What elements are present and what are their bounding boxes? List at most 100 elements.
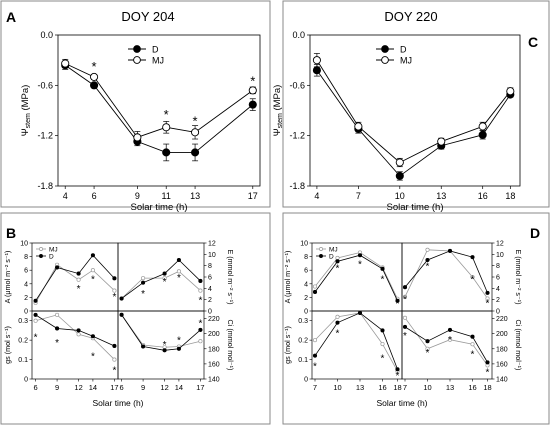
- y-tick-label: 8: [496, 263, 500, 270]
- series-line: [404, 250, 488, 294]
- x-tick-label: 6: [119, 383, 123, 392]
- y-axis-label-unit: (MPa): [20, 85, 31, 114]
- data-point: [90, 72, 99, 81]
- data-point: [55, 326, 60, 331]
- series-mj: [119, 269, 203, 301]
- legend-label: D: [152, 45, 159, 55]
- panel-b-frame: [0, 212, 271, 425]
- significance-star: *: [250, 73, 255, 88]
- subplot-frame: [117, 310, 205, 380]
- subplot-b-a: 0 2 4 6 8 10 A (μmol m⁻² s⁻¹) * * *: [3, 241, 119, 316]
- data-point: [76, 277, 81, 282]
- data-point: [90, 81, 99, 90]
- legend-marker: [133, 56, 141, 64]
- y-axis-label: A (μmol m⁻² s⁻¹): [283, 251, 292, 304]
- data-point: [33, 312, 38, 317]
- x-tick-label: 6: [33, 383, 37, 392]
- y-tick-label: 2: [496, 297, 500, 304]
- x-tick-label: 4: [63, 191, 68, 201]
- series-line: [64, 64, 254, 153]
- series-line: [314, 312, 398, 370]
- data-point: [485, 290, 490, 295]
- data-point: [90, 253, 95, 258]
- y-tick-label: 0: [208, 309, 212, 316]
- series-line: [314, 312, 398, 372]
- data-point: [402, 285, 408, 290]
- x-tick-label: 16: [468, 383, 476, 392]
- data-point: [141, 280, 146, 285]
- y-tick-label: 12: [208, 241, 216, 248]
- data-point: [335, 259, 340, 264]
- significance-star: *: [112, 292, 116, 303]
- data-point: [312, 353, 318, 358]
- significance-star: *: [313, 361, 317, 372]
- data-point: [198, 339, 203, 344]
- y-tick-label: 180: [208, 346, 220, 353]
- significance-star: *: [164, 107, 169, 122]
- data-point: [395, 158, 404, 167]
- plot-a: 0.0 -0.6 -1.2 -1.8 4 6 9 11 13 17 Solar time (h) Ψs…: [20, 30, 261, 213]
- data-point: [425, 247, 430, 252]
- data-point: [425, 346, 430, 351]
- y-tick-label: 6: [208, 275, 212, 282]
- data-point: [425, 257, 430, 263]
- data-point: [55, 265, 60, 270]
- data-point: [437, 137, 446, 146]
- x-tick-label: 13: [190, 191, 200, 201]
- significance-star: *: [198, 318, 202, 329]
- significance-star: *: [77, 284, 81, 295]
- data-point: [76, 328, 81, 333]
- series-line: [35, 314, 115, 360]
- significance-star: *: [112, 365, 116, 376]
- x-tick-label: 11: [162, 191, 171, 201]
- series-d: [402, 248, 490, 295]
- y-axis-label: A (μmol m⁻² s⁻¹): [3, 251, 12, 304]
- subplot-d-e: 0 2 4 6 8 10 12 E (mmol m⁻² s⁻¹) * * * *: [401, 241, 523, 316]
- y-axis-label: gs (mol s⁻¹): [283, 326, 292, 364]
- series-d: [33, 312, 117, 349]
- data-point: [162, 271, 167, 276]
- data-point: [141, 344, 146, 349]
- y-tick-label: 2: [304, 295, 308, 302]
- y-tick-label: 0.0: [292, 30, 305, 40]
- subplot-d-ci: 140 160 180 200 220 Ci (mmol mol⁻¹) 7 10 13 16 18 *…: [401, 310, 523, 392]
- data-point: [447, 337, 453, 342]
- series-d: [402, 324, 490, 365]
- legend-marker: [39, 254, 43, 258]
- data-point: [176, 257, 181, 263]
- series-mj: [33, 312, 117, 362]
- y-tick-label: 200: [496, 331, 508, 338]
- data-point: [335, 320, 340, 325]
- x-tick-label: 7: [356, 191, 361, 201]
- legend-marker: [39, 247, 43, 251]
- series-mj: [33, 262, 117, 305]
- y-tick-label: 140: [496, 377, 508, 384]
- data-point: [76, 332, 81, 337]
- x-tick-label: 18: [505, 191, 515, 201]
- subplot-b-e: 0 2 4 6 8 10 12 E (mmol m⁻² s⁻¹) * * * *: [117, 241, 235, 316]
- data-point: [402, 324, 408, 329]
- y-tick-label: -1.8: [289, 181, 305, 191]
- y-tick-label: 0.3: [18, 318, 28, 325]
- data-point: [76, 271, 81, 276]
- subplot-frame: [117, 242, 205, 312]
- y-tick-label: -0.6: [289, 80, 305, 90]
- x-tick-label: 7: [313, 383, 317, 392]
- y-tick-label: 2: [208, 297, 212, 304]
- y-axis-label-unit: (MPa): [272, 85, 283, 114]
- data-point: [478, 130, 487, 139]
- panel-d-frame: [282, 212, 550, 425]
- series-mj: [312, 250, 400, 301]
- legend-label: MJ: [400, 56, 412, 66]
- data-point: [380, 341, 385, 347]
- significance-star: *: [471, 275, 475, 286]
- x-tick-label: 12: [160, 383, 168, 392]
- data-point: [335, 314, 340, 319]
- y-tick-label: 6: [496, 275, 500, 282]
- series-line: [121, 314, 201, 348]
- legend-label: MJ: [49, 246, 58, 253]
- data-point: [90, 334, 95, 339]
- x-tick-label: 10: [423, 383, 431, 392]
- x-tick-label: 10: [333, 383, 341, 392]
